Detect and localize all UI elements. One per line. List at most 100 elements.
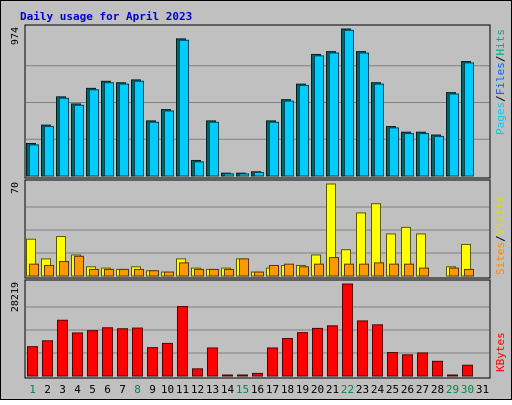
bar-kbytes-day-7	[117, 328, 128, 377]
bar-kbytes-day-12	[192, 368, 203, 377]
panel-max-label: 70	[10, 182, 21, 194]
legend-item: Hits	[494, 29, 507, 56]
bar-kbytes-day-10	[162, 342, 173, 377]
legend-0: Pages/Files/Hits	[494, 29, 507, 135]
bar-sites-day-22	[344, 263, 354, 277]
bar-sites-day-17	[269, 264, 279, 277]
panel-kbytes: 28219	[10, 279, 491, 379]
x-tick-label-day-24: 24	[371, 383, 385, 396]
bar-kbytes-day-9	[147, 347, 158, 377]
bar-files-day-8	[134, 80, 144, 177]
bar-files-day-6	[104, 82, 114, 177]
x-tick-label-day-11: 11	[176, 383, 189, 396]
bar-files-day-2	[44, 126, 54, 177]
bar-files-day-11	[179, 39, 189, 177]
bar-kbytes-day-4	[72, 332, 83, 377]
bar-sites-day-8	[134, 268, 144, 277]
x-tick-label-day-18: 18	[281, 383, 294, 396]
x-tick-label-day-6: 6	[104, 383, 111, 396]
x-tick-label-day-14: 14	[221, 383, 235, 396]
legend-item: /	[494, 235, 507, 242]
bar-kbytes-day-29	[447, 374, 458, 377]
legend-2: KBytes	[494, 332, 507, 372]
x-tick-label-day-7: 7	[119, 383, 126, 396]
bar-kbytes-day-11	[177, 306, 188, 377]
bar-sites-day-21	[329, 257, 339, 277]
bar-sites-day-26	[404, 263, 414, 277]
bar-kbytes-day-15	[237, 374, 248, 377]
bar-sites-day-4	[74, 255, 84, 277]
bar-kbytes-day-6	[102, 327, 113, 377]
x-tick-label-day-3: 3	[59, 383, 66, 396]
bar-sites-day-24	[374, 262, 384, 277]
panels: 974 70 28219	[10, 24, 491, 379]
chart-title: Daily usage for April 2023	[20, 10, 192, 23]
legend-item: Files	[494, 62, 507, 95]
legend-1: Sites/Visits	[494, 196, 507, 276]
x-tick-label-day-1: 1	[29, 383, 36, 396]
x-tick-label-day-23: 23	[356, 383, 369, 396]
bar-sites-day-13	[209, 268, 219, 277]
bar-kbytes-day-24	[372, 324, 383, 377]
bar-kbytes-day-19	[297, 332, 308, 377]
bar-kbytes-day-25	[387, 352, 398, 377]
bar-files-day-28	[434, 135, 444, 177]
bar-sites-day-25	[389, 263, 399, 277]
bar-sites-day-27	[419, 267, 429, 277]
bar-kbytes-day-21	[327, 325, 338, 377]
bar-kbytes-day-3	[57, 319, 68, 377]
x-tick-label-day-26: 26	[401, 383, 414, 396]
bar-sites-day-11	[179, 262, 189, 277]
bar-sites-day-5	[89, 268, 99, 277]
x-tick-label-day-17: 17	[266, 383, 279, 396]
bar-files-day-25	[389, 127, 399, 177]
bar-files-day-19	[299, 85, 309, 177]
bar-kbytes-day-17	[267, 347, 278, 377]
panel-visits-sites: 70	[10, 179, 491, 279]
bar-kbytes-day-18	[282, 338, 293, 377]
bar-files-day-22	[344, 29, 354, 177]
bar-files-day-20	[314, 55, 324, 177]
x-tick-label-day-30: 30	[461, 383, 474, 396]
bar-files-day-12	[194, 161, 204, 177]
x-tick-label-day-28: 28	[431, 383, 444, 396]
bar-files-day-13	[209, 121, 219, 177]
bar-kbytes-day-2	[42, 340, 53, 377]
x-tick-label-day-22: 22	[341, 383, 354, 396]
bar-kbytes-day-14	[222, 374, 233, 377]
bar-files-day-29	[449, 93, 459, 177]
panel-background	[24, 179, 491, 279]
bar-sites-day-29	[449, 267, 459, 277]
bar-sites-day-23	[359, 263, 369, 277]
bar-kbytes-day-26	[402, 354, 413, 377]
bar-files-day-1	[29, 144, 39, 177]
bar-sites-day-14	[224, 268, 234, 277]
bar-sites-day-15	[239, 258, 249, 277]
bar-files-day-10	[164, 110, 174, 177]
x-tick-label-day-20: 20	[311, 383, 324, 396]
bar-kbytes-day-13	[207, 347, 218, 377]
x-tick-label-day-25: 25	[386, 383, 399, 396]
x-axis: 1 2 3 4 5 6 7 8 9 10 11 12 13 14 15 16 17 18 19 20 21 22 23 24 2…	[29, 383, 489, 396]
bar-kbytes-day-27	[417, 352, 428, 377]
bar-sites-day-16	[254, 271, 264, 277]
x-tick-label-day-31: 31	[476, 383, 489, 396]
panel-pages-files-hits: 974	[10, 24, 491, 179]
bar-files-day-26	[404, 133, 414, 177]
bar-sites-day-19	[299, 266, 309, 277]
bar-kbytes-day-30	[462, 364, 473, 377]
bar-sites-day-7	[119, 268, 129, 277]
x-tick-label-day-12: 12	[191, 383, 204, 396]
x-tick-label-day-21: 21	[326, 383, 339, 396]
x-tick-label-day-2: 2	[44, 383, 51, 396]
bar-files-day-18	[284, 100, 294, 177]
legend-item: /	[494, 95, 507, 102]
bar-kbytes-day-16	[252, 372, 263, 377]
bar-sites-day-6	[104, 268, 114, 277]
bar-files-day-3	[59, 97, 69, 177]
x-tick-label-day-13: 13	[206, 383, 219, 396]
bar-sites-day-20	[314, 263, 324, 277]
